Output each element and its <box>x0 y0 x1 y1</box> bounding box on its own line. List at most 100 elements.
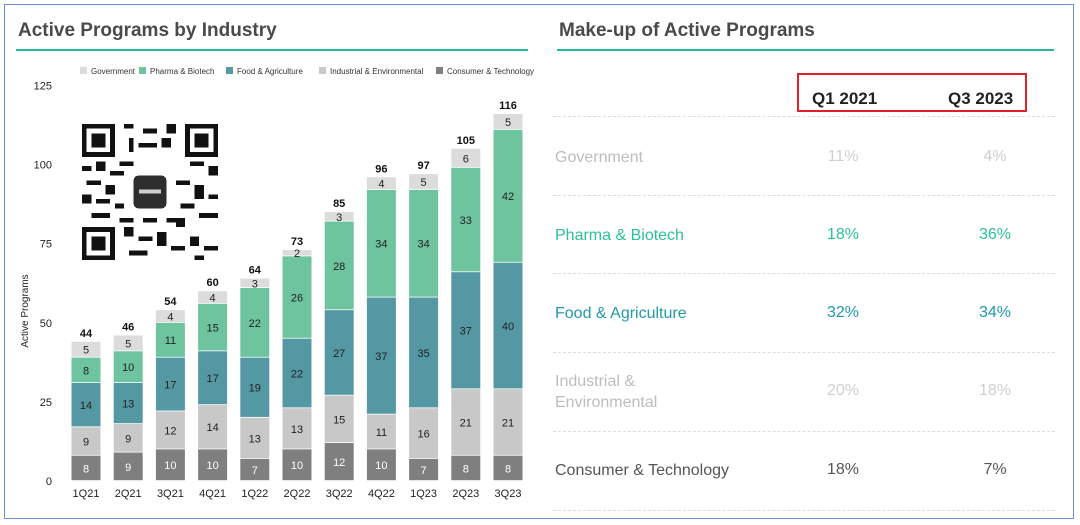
bar-value-label: 7 <box>421 465 427 477</box>
bar-value-label: 35 <box>417 348 429 360</box>
legend-label: Industrial & Environmental <box>330 67 424 76</box>
bar-segment <box>366 414 396 449</box>
legend-label: Government <box>91 67 136 76</box>
bar-segment <box>71 382 101 427</box>
legend-swatch <box>226 67 233 74</box>
bar-segment <box>113 452 143 481</box>
bar-segment <box>409 174 439 190</box>
bar-segment <box>113 424 143 452</box>
row-divider <box>553 195 1055 196</box>
row-label-food-agriculture: Food & Agriculture <box>555 305 687 322</box>
bar-segment <box>155 310 185 322</box>
bar-segment <box>366 449 396 481</box>
bar-segment <box>71 357 101 383</box>
bar-total-label: 60 <box>206 277 218 289</box>
y-tick-label: 0 <box>46 476 52 488</box>
bar-segment <box>324 221 354 310</box>
bar-value-label: 11 <box>165 335 176 347</box>
bar-segment <box>113 335 143 351</box>
bar-total-label: 54 <box>164 296 177 308</box>
bar-segment <box>198 291 228 304</box>
row-label-industrial-environmental: Industrial & Environmental <box>555 371 657 413</box>
bar-value-label: 13 <box>291 424 303 436</box>
bar-value-label: 13 <box>122 398 134 410</box>
bar-value-label: 8 <box>83 463 89 475</box>
bar-segment <box>493 455 523 481</box>
bar-segment <box>451 272 481 389</box>
left-title-rule <box>16 49 528 51</box>
value-industrial-q3-2023: 18% <box>978 382 1012 399</box>
bar-value-label: 37 <box>375 351 387 363</box>
bar-segment <box>198 449 228 481</box>
bar-segment <box>324 395 354 443</box>
bar-segment <box>409 297 439 408</box>
row-label-line-2: Environmental <box>555 394 658 411</box>
bar-value-label: 28 <box>333 261 345 273</box>
bar-value-label: 2 <box>294 248 300 260</box>
column-header-q1-2021: Q1 2021 <box>812 89 878 108</box>
bars: 8914854499131054610121711454101417154607… <box>71 100 523 481</box>
y-tick-label: 50 <box>40 318 52 330</box>
bar-value-label: 15 <box>206 323 218 335</box>
bar-value-label: 5 <box>505 117 511 129</box>
y-axis: 0 25 50 75 100 125 Active Programs <box>20 81 52 489</box>
row-label-pharma-biotech: Pharma & Biotech <box>555 227 684 244</box>
x-tick-label: 3Q21 <box>157 488 184 500</box>
bar-value-label: 4 <box>210 292 216 304</box>
bar-segment <box>240 417 270 459</box>
bar-segment <box>493 262 523 389</box>
bar-segment <box>198 351 228 405</box>
bar-value-label: 11 <box>376 427 387 439</box>
x-tick-label: 2Q23 <box>452 488 479 500</box>
bar-segment <box>240 278 270 288</box>
x-tick-label: 2Q22 <box>284 488 311 500</box>
bar-value-label: 12 <box>333 457 345 469</box>
bar-value-label: 17 <box>206 373 218 385</box>
bar-value-label: 19 <box>249 383 261 395</box>
value-pharma-q1-2021: 18% <box>826 226 860 243</box>
bar-total-label: 73 <box>291 236 303 248</box>
bar-value-label: 4 <box>378 179 384 191</box>
qr-code-image <box>82 124 218 260</box>
value-government-q1-2021: 11% <box>827 148 859 165</box>
bar-segment <box>240 357 270 417</box>
bar-segment <box>240 287 270 357</box>
bar-value-label: 16 <box>417 429 429 441</box>
bar-value-label: 33 <box>460 215 472 227</box>
x-tick-label: 2Q21 <box>115 488 142 500</box>
bar-total-label: 116 <box>499 100 517 112</box>
value-food-q1-2021: 32% <box>826 304 860 321</box>
left-panel-title: Active Programs by Industry <box>18 20 277 41</box>
bar-value-label: 5 <box>421 177 427 189</box>
bar-total-label: 97 <box>417 160 429 172</box>
row-divider <box>553 431 1055 432</box>
bar-segment <box>71 455 101 481</box>
x-tick-label: 1Q23 <box>410 488 437 500</box>
legend-swatch <box>319 67 326 74</box>
bar-segment <box>451 389 481 455</box>
bar-segment <box>155 411 185 449</box>
bar-value-label: 14 <box>206 422 218 434</box>
legend-label: Consumer & Technology <box>447 67 534 76</box>
bar-value-label: 37 <box>460 326 472 338</box>
bar-segment <box>71 427 101 455</box>
bar-total-label: 46 <box>122 321 134 333</box>
legend-swatch <box>139 67 146 74</box>
bar-segment <box>493 389 523 455</box>
chart-legend: Government Pharma & Biotech Food & Agricul… <box>80 67 534 76</box>
legend-label: Pharma & Biotech <box>150 67 214 76</box>
bar-segment <box>113 382 143 424</box>
row-label-government: Government <box>555 149 644 166</box>
bar-segment <box>113 351 143 383</box>
x-tick-label: 4Q21 <box>199 488 226 500</box>
bar-segment <box>493 129 523 262</box>
legend-label: Food & Agriculture <box>237 67 303 76</box>
x-tick-label: 4Q22 <box>368 488 395 500</box>
bar-value-label: 40 <box>502 321 514 333</box>
bar-value-label: 10 <box>206 460 218 472</box>
row-divider <box>553 510 1055 511</box>
bar-total-label: 44 <box>80 328 93 340</box>
bar-segment <box>155 322 185 357</box>
x-tick-label: 3Q22 <box>326 488 353 500</box>
right-panel-title: Make-up of Active Programs <box>559 20 815 41</box>
